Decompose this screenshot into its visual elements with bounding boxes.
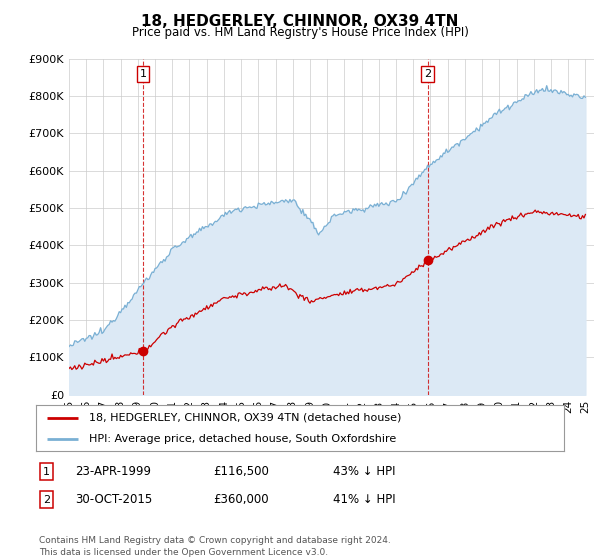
Text: 1: 1 (43, 466, 50, 477)
Text: Price paid vs. HM Land Registry's House Price Index (HPI): Price paid vs. HM Land Registry's House … (131, 26, 469, 39)
Text: 18, HEDGERLEY, CHINNOR, OX39 4TN (detached house): 18, HEDGERLEY, CHINNOR, OX39 4TN (detach… (89, 413, 401, 423)
Text: £116,500: £116,500 (213, 465, 269, 478)
Text: 43% ↓ HPI: 43% ↓ HPI (333, 465, 395, 478)
Text: 30-OCT-2015: 30-OCT-2015 (75, 493, 152, 506)
Text: HPI: Average price, detached house, South Oxfordshire: HPI: Average price, detached house, Sout… (89, 435, 396, 444)
Text: £360,000: £360,000 (213, 493, 269, 506)
Text: 18, HEDGERLEY, CHINNOR, OX39 4TN: 18, HEDGERLEY, CHINNOR, OX39 4TN (142, 14, 458, 29)
Text: 2: 2 (43, 494, 50, 505)
Text: 23-APR-1999: 23-APR-1999 (75, 465, 151, 478)
Text: 41% ↓ HPI: 41% ↓ HPI (333, 493, 395, 506)
Text: 2: 2 (424, 69, 431, 79)
Text: Contains HM Land Registry data © Crown copyright and database right 2024.
This d: Contains HM Land Registry data © Crown c… (39, 536, 391, 557)
Text: 1: 1 (140, 69, 146, 79)
